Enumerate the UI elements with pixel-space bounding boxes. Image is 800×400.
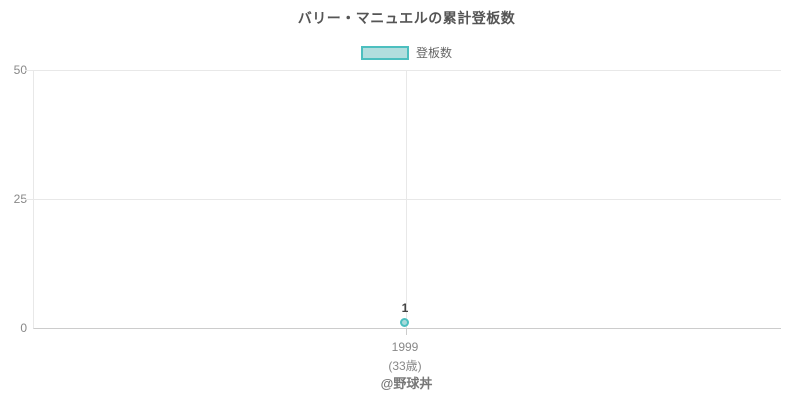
chart-title: バリー・マニュエルの累計登板数 — [297, 10, 516, 26]
x-axis-tick-label-age: (33歳) — [388, 359, 422, 373]
gridline-y-50 — [34, 70, 781, 71]
data-point-value-label: 1 — [401, 301, 409, 315]
y-tick-mark-50 — [25, 70, 34, 71]
gridline-y-25 — [34, 199, 781, 200]
y-axis-tick-label-0: 0 — [20, 321, 27, 335]
data-point-1999[interactable] — [400, 318, 409, 327]
x-axis-tick-label-year: 1999 — [391, 340, 419, 354]
y-axis-tick-label-50: 50 — [13, 63, 27, 77]
legend-swatch-icon — [360, 45, 409, 60]
attribution-text: @野球丼 — [380, 376, 433, 391]
legend-label: 登板数 — [415, 46, 452, 60]
plot-area — [25, 70, 781, 335]
gridline-x-1999 — [406, 70, 407, 328]
x-tick-mark-1999 — [406, 328, 407, 335]
y-axis-tick-label-25: 25 — [13, 192, 27, 206]
legend-item-appearances[interactable]: 登板数 — [360, 44, 452, 61]
y-tick-mark-25 — [25, 199, 34, 200]
legend: 登板数 — [33, 44, 780, 61]
